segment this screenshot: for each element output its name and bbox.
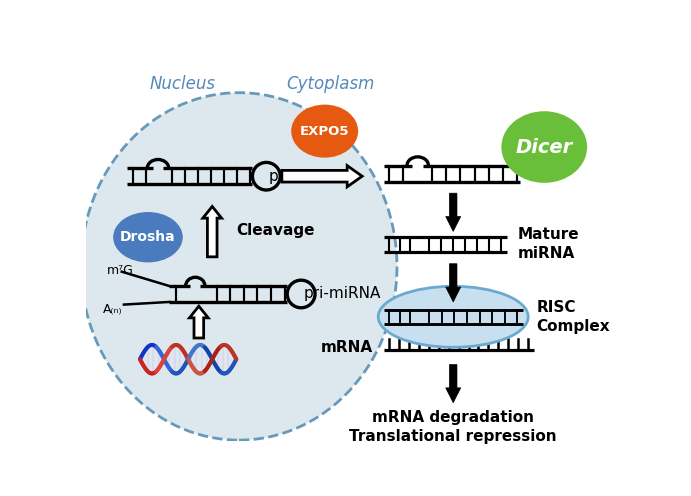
FancyArrow shape <box>446 264 461 302</box>
FancyArrow shape <box>446 365 461 403</box>
Text: mRNA degradation
Translational repression: mRNA degradation Translational repressio… <box>350 410 557 444</box>
Text: pre-miRNA: pre-miRNA <box>268 169 351 184</box>
Ellipse shape <box>378 286 528 347</box>
Text: EXPO5: EXPO5 <box>300 124 350 137</box>
Text: A₍ₙ₎: A₍ₙ₎ <box>102 303 122 315</box>
Text: mRNA: mRNA <box>321 340 373 355</box>
Text: m⁷G: m⁷G <box>106 264 133 277</box>
Text: Mature
miRNA: Mature miRNA <box>518 227 579 261</box>
Ellipse shape <box>502 111 587 183</box>
FancyArrow shape <box>203 206 222 257</box>
Ellipse shape <box>81 93 397 440</box>
Text: pri-miRNA: pri-miRNA <box>303 287 381 302</box>
Text: RISC
Complex: RISC Complex <box>536 300 610 334</box>
Text: Drosha: Drosha <box>120 230 176 244</box>
FancyArrow shape <box>446 193 461 231</box>
FancyArrow shape <box>282 166 362 187</box>
FancyArrow shape <box>189 306 208 338</box>
Ellipse shape <box>291 105 358 158</box>
Text: Cleavage: Cleavage <box>236 223 315 239</box>
Text: Dicer: Dicer <box>515 137 573 157</box>
Text: Cytoplasm: Cytoplasm <box>286 75 375 93</box>
Text: Nucleus: Nucleus <box>150 75 216 93</box>
Ellipse shape <box>113 212 182 262</box>
